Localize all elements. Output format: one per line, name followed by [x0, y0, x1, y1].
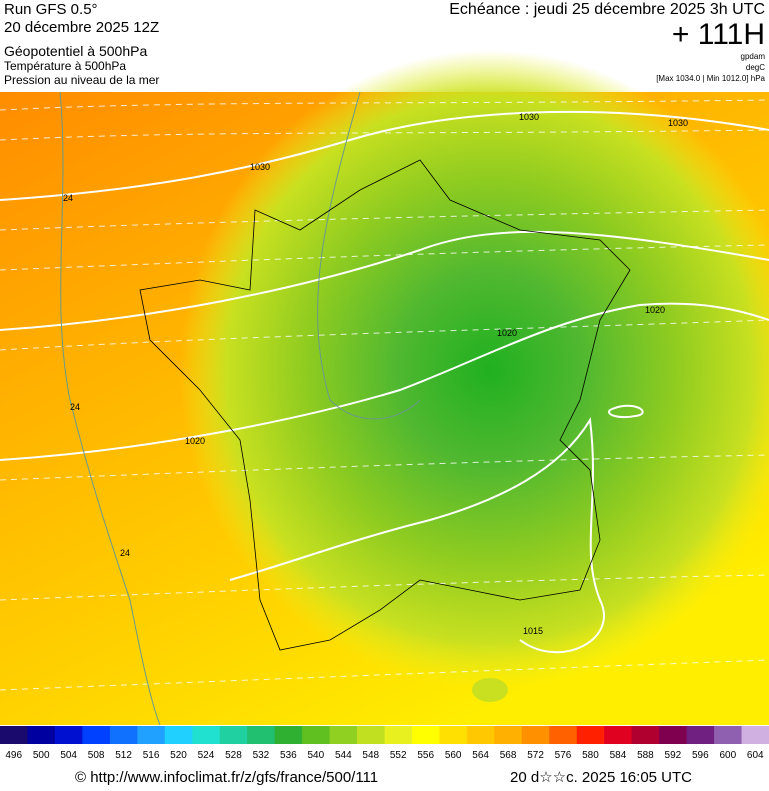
colorbar-swatch: [164, 726, 193, 744]
colorbar-label: 536: [280, 750, 297, 761]
colorbar-label: 584: [610, 750, 627, 761]
colorbar-label: 524: [198, 750, 215, 761]
contour-label: 1015: [523, 626, 543, 636]
france-outline: [139, 159, 631, 651]
contour-label: 24: [120, 548, 130, 558]
colorbar-swatch: [411, 726, 440, 744]
parameter: Pression au niveau de la mer: [4, 73, 159, 87]
colorbar-swatch: [604, 726, 633, 744]
colorbar-swatch: [82, 726, 111, 744]
temperature-isotherms: [59, 91, 421, 726]
colorbar-swatch: [27, 726, 56, 744]
colorbar-label: 552: [390, 750, 407, 761]
colorbar-swatch: [521, 726, 550, 744]
colorbar-swatch: [274, 726, 303, 744]
colorbar-label: 528: [225, 750, 242, 761]
colorbar-label: 588: [637, 750, 654, 761]
colorbar-label: 500: [33, 750, 50, 761]
colorbar-swatch: [576, 726, 605, 744]
colorbar-swatch: [137, 726, 166, 744]
colorbar-label: 600: [719, 750, 736, 761]
forecast-time: Echéance : jeudi 25 décembre 2025 3h UTC: [449, 1, 765, 18]
colorbar-swatch: [659, 726, 688, 744]
contour-label: 1030: [519, 112, 539, 122]
colorbar-label: 604: [747, 750, 764, 761]
colorbar-swatch: [329, 726, 358, 744]
colorbar-swatch: [192, 726, 221, 744]
colorbar-swatch: [54, 726, 83, 744]
forecast-hour: + 111H: [672, 18, 765, 51]
colorbar-swatch: [247, 726, 276, 744]
colorbar-swatch: [741, 726, 769, 744]
colorbar-label: 548: [362, 750, 379, 761]
timestamp: 20 d☆☆c. 2025 16:05 UTC: [510, 769, 692, 786]
colorbar-label: 576: [555, 750, 572, 761]
colorbar-swatch: [109, 726, 138, 744]
colorbar-label: 540: [307, 750, 324, 761]
colorbar-label: 504: [60, 750, 77, 761]
unit: [Max 1034.0 | Min 1012.0] hPa: [656, 74, 765, 83]
colorbar: 496 500 504 508 512 516 520 524 528 532 536 540 544 5…: [0, 726, 769, 761]
isobars: [0, 110, 769, 654]
colorbar-swatch: [631, 726, 660, 744]
colorbar-swatch: [439, 726, 468, 744]
contour-label: 1030: [250, 162, 270, 172]
colorbar-swatch: [686, 726, 715, 744]
green-patch: [472, 678, 508, 702]
contour-label: 1030: [668, 118, 688, 128]
colorbar-label: 544: [335, 750, 352, 761]
colorbar-label: 512: [115, 750, 132, 761]
colorbar-label: 496: [5, 750, 22, 761]
colorbar-label: 556: [417, 750, 434, 761]
source-url: © http://www.infoclimat.fr/z/gfs/france/…: [75, 769, 378, 786]
colorbar-label: 572: [527, 750, 544, 761]
green-zone: [180, 50, 769, 690]
contour-labels: 1030 1030 1030 1020 1020 1020 24 24 24 1015: [63, 112, 688, 636]
run-date: 20 décembre 2025 12Z: [4, 19, 159, 36]
parameter: Géopotentiel à 500hPa: [4, 43, 147, 59]
run-label: Run GFS 0.5°: [4, 1, 98, 18]
colorbar-swatch: [302, 726, 331, 744]
unit: gpdam: [741, 52, 766, 61]
contour-label: 1020: [497, 328, 517, 338]
colorbar-label: 516: [143, 750, 160, 761]
map: 1030 1030 1030 1020 1020 1020 24 24 24 1015: [0, 50, 769, 726]
colorbar-swatch: [466, 726, 495, 744]
colorbar-swatch: [219, 726, 248, 744]
contour-label: 1020: [185, 436, 205, 446]
colorbar-label: 564: [472, 750, 489, 761]
parameter: Température à 500hPa: [4, 59, 126, 73]
contour-label: 24: [70, 402, 80, 412]
temperature-lines: [0, 99, 769, 691]
colorbar-swatch: [384, 726, 413, 744]
unit: degC: [746, 63, 765, 72]
colorbar-swatch: [549, 726, 578, 744]
colorbar-label: 532: [253, 750, 270, 761]
colorbar-swatch: [714, 726, 743, 744]
colorbar-label: 508: [88, 750, 105, 761]
colorbar-swatch: [494, 726, 523, 744]
colorbar-label: 520: [170, 750, 187, 761]
contour-label: 1020: [645, 305, 665, 315]
colorbar-label: 580: [582, 750, 599, 761]
contour-label: 24: [63, 193, 73, 203]
colorbar-label: 592: [665, 750, 682, 761]
colorbar-swatch: [0, 726, 28, 744]
colorbar-swatch: [357, 726, 385, 744]
colorbar-label: 560: [445, 750, 462, 761]
colorbar-label: 568: [500, 750, 517, 761]
colorbar-label: 596: [692, 750, 709, 761]
